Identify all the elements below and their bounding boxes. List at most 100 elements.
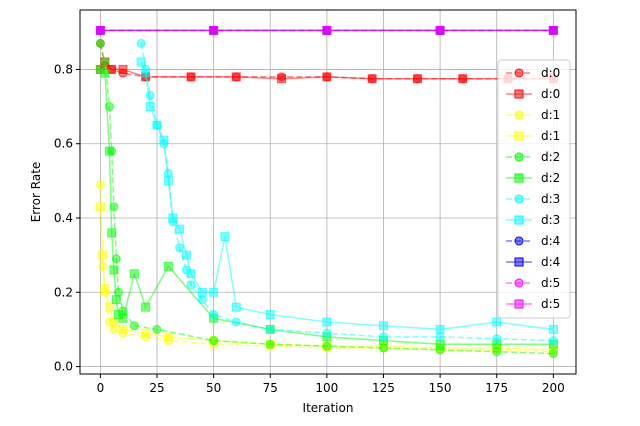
data-point bbox=[111, 295, 121, 305]
legend-entry: d:0 bbox=[506, 66, 560, 80]
legend-label: d:1 bbox=[541, 129, 560, 143]
data-point bbox=[435, 324, 445, 334]
data-point bbox=[109, 265, 119, 275]
data-point bbox=[197, 295, 207, 305]
data-point bbox=[141, 328, 151, 338]
legend-entry: d:4 bbox=[506, 255, 560, 269]
data-point bbox=[378, 321, 388, 331]
data-point bbox=[367, 74, 377, 84]
data-point bbox=[277, 74, 287, 84]
data-point bbox=[265, 310, 275, 320]
data-point bbox=[107, 228, 117, 238]
data-point bbox=[186, 280, 196, 290]
data-point bbox=[98, 250, 108, 260]
legend-entry: d:2 bbox=[506, 150, 560, 164]
data-point bbox=[129, 321, 139, 331]
legend-marker bbox=[514, 236, 524, 246]
data-point bbox=[186, 269, 196, 279]
data-point bbox=[152, 324, 162, 334]
data-point bbox=[322, 25, 332, 35]
legend-marker bbox=[514, 173, 524, 183]
legend-entry: d:1 bbox=[506, 108, 560, 122]
data-point bbox=[118, 313, 128, 323]
y-tick-label: 0.6 bbox=[54, 137, 73, 151]
legend-marker bbox=[514, 278, 524, 288]
axis-ticks: 0 25 50 75 100 125 150 175 200 0.0 0.2 0.4 0.6 0.8 bbox=[54, 62, 565, 395]
y-tick-label: 0.0 bbox=[54, 360, 73, 374]
data-point bbox=[197, 287, 207, 297]
legend: d:0 d:0 d:1 d:1 d:2 d:2 d:3 d:3 d:4 d:4 d:5 d:5 bbox=[497, 59, 571, 319]
legend-marker bbox=[514, 257, 524, 267]
data-point bbox=[220, 232, 230, 242]
legend-label: d:0 bbox=[541, 66, 560, 80]
data-point bbox=[322, 72, 332, 82]
data-point bbox=[152, 120, 162, 130]
data-point bbox=[136, 38, 146, 48]
data-point bbox=[548, 336, 558, 346]
data-point bbox=[95, 38, 105, 48]
series-line bbox=[99, 68, 554, 346]
data-point bbox=[435, 332, 445, 342]
data-point bbox=[231, 302, 241, 312]
data-point bbox=[95, 180, 105, 190]
data-point bbox=[186, 72, 196, 82]
data-point bbox=[412, 74, 422, 84]
data-point bbox=[109, 202, 119, 212]
data-point bbox=[163, 332, 173, 342]
legend-entry: d:0 bbox=[506, 87, 560, 101]
data-point bbox=[118, 324, 128, 334]
legend-marker bbox=[514, 152, 524, 162]
data-point bbox=[435, 339, 445, 349]
data-point bbox=[111, 254, 121, 264]
y-tick-label: 0.4 bbox=[54, 211, 73, 225]
data-point bbox=[378, 343, 388, 353]
x-tick-label: 50 bbox=[206, 381, 221, 395]
series-group bbox=[95, 25, 558, 359]
data-point bbox=[118, 64, 128, 74]
legend-label: d:5 bbox=[541, 276, 560, 290]
data-point bbox=[100, 57, 110, 67]
legend-label: d:5 bbox=[541, 297, 560, 311]
plot-frame bbox=[79, 9, 577, 375]
data-point bbox=[163, 261, 173, 271]
data-point bbox=[458, 74, 468, 84]
y-tick-label: 0.2 bbox=[54, 285, 73, 299]
data-point bbox=[322, 328, 332, 338]
data-point bbox=[231, 72, 241, 82]
x-tick-label: 0 bbox=[97, 381, 105, 395]
data-point bbox=[231, 317, 241, 327]
legend-box bbox=[497, 59, 571, 319]
data-point bbox=[492, 334, 502, 344]
series-d3-square bbox=[136, 57, 558, 334]
legend-label: d:3 bbox=[541, 192, 560, 206]
data-point bbox=[492, 347, 502, 357]
data-point bbox=[109, 324, 119, 334]
data-point bbox=[181, 250, 191, 260]
legend-marker bbox=[514, 131, 524, 141]
legend-label: d:4 bbox=[541, 255, 560, 269]
data-point bbox=[159, 135, 169, 145]
data-point bbox=[209, 25, 219, 35]
data-point bbox=[141, 68, 151, 78]
legend-marker bbox=[514, 299, 524, 309]
x-tick-label: 200 bbox=[542, 381, 565, 395]
legend-entry: d:5 bbox=[506, 276, 560, 290]
data-point bbox=[100, 68, 110, 78]
x-tick-label: 25 bbox=[149, 381, 164, 395]
data-point bbox=[104, 302, 114, 312]
data-point bbox=[548, 324, 558, 334]
legend-label: d:0 bbox=[541, 87, 560, 101]
data-point bbox=[175, 224, 185, 234]
legend-entry: d:2 bbox=[506, 171, 560, 185]
x-tick-label: 175 bbox=[485, 381, 508, 395]
legend-marker bbox=[514, 215, 524, 225]
data-point bbox=[209, 336, 219, 346]
legend-label: d:1 bbox=[541, 108, 560, 122]
data-point bbox=[163, 176, 173, 186]
data-point bbox=[322, 317, 332, 327]
data-point bbox=[209, 287, 219, 297]
data-point bbox=[548, 25, 558, 35]
legend-marker bbox=[514, 89, 524, 99]
data-point bbox=[548, 349, 558, 359]
